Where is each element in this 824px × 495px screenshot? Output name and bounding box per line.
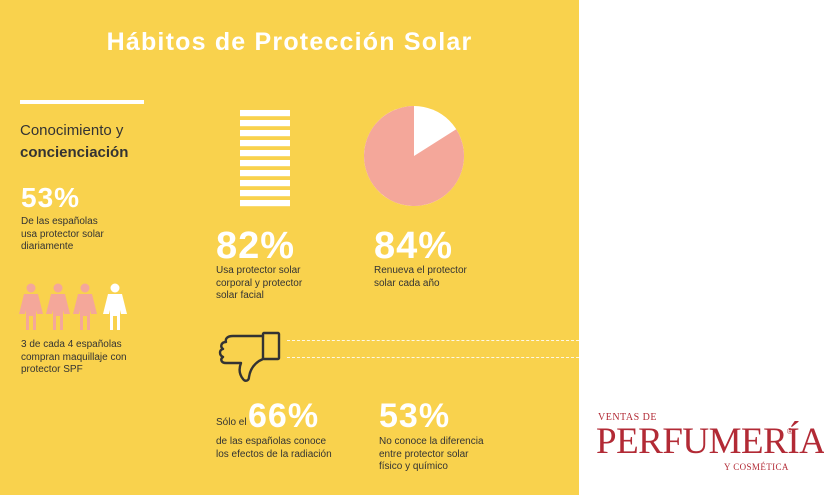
body-face-text: Usa protector solar corporal y protector… (216, 265, 302, 303)
woman-icon (19, 283, 43, 330)
renew-line2: solar cada año (374, 277, 440, 289)
infographic-panel (0, 0, 579, 495)
bar-segment (240, 120, 290, 127)
brand-logo: VENTAS DE PERFUMERÍA ® Y COSMÉTICA (596, 412, 824, 480)
section-heading: Conocimiento y concienciación (20, 120, 128, 164)
bar-segment (240, 150, 290, 157)
bar-segment (240, 110, 290, 117)
renew-value: 84% (374, 225, 454, 267)
logo-top: VENTAS DE (598, 412, 657, 423)
radiation-prefix: Sólo el (216, 417, 247, 428)
renew-line1: Renueva el protector (374, 265, 467, 276)
bar-segment (240, 160, 290, 167)
daily-line1: De las españolas (21, 216, 98, 227)
woman-icon (46, 283, 70, 330)
bar-segment (240, 180, 290, 187)
heading-line1: Conocimiento y (20, 122, 124, 139)
logo-sub: Y COSMÉTICA (724, 462, 789, 472)
radiation-line2: los efectos de la radiación (216, 448, 332, 460)
bar-segment (240, 200, 290, 207)
difference-value: 53% (379, 397, 451, 435)
dashed-line (287, 357, 579, 358)
daily-line2: usa protector solar (21, 228, 104, 240)
page-title: Hábitos de Protección Solar (106, 28, 473, 56)
heading-line2: concienciación (20, 144, 129, 161)
daily-line3: diariamente (21, 241, 74, 252)
women-icons (19, 283, 127, 330)
difference-text: No conoce la diferencia entre protector … (379, 436, 484, 474)
renew-text: Renueva el protector solar cada año (374, 265, 467, 290)
daily-value: 53% (21, 182, 81, 213)
logo-registered: ® (787, 427, 793, 436)
dashed-line (287, 340, 579, 341)
bar-segment (240, 190, 290, 197)
pie-chart-icon (364, 106, 465, 206)
bars-group (240, 110, 290, 207)
body-face-line1: Usa protector solar (216, 265, 301, 276)
makeup-line3: protector SPF (21, 364, 83, 375)
makeup-line2: compran maquillaje con (21, 351, 127, 363)
body-face-line3: solar facial (216, 290, 264, 301)
body-face-line2: corporal y protector (216, 277, 303, 289)
woman-icon (73, 283, 97, 330)
pie-slice (364, 106, 465, 206)
thumbs-down-icon (218, 331, 281, 382)
woman-icon (103, 283, 127, 330)
divider (20, 100, 144, 104)
bar-segment (240, 140, 290, 147)
makeup-line1: 3 de cada 4 españolas (21, 339, 122, 350)
difference-line2: entre protector solar (379, 448, 469, 460)
difference-line1: No conoce la diferencia (379, 436, 484, 447)
bar-stack-icon (240, 110, 290, 207)
radiation-text: de las españolas conoce los efectos de l… (216, 436, 332, 461)
radiation-line1: de las españolas conoce (216, 436, 327, 447)
difference-line3: físico y químico (379, 461, 448, 472)
bar-segment (240, 170, 290, 177)
radiation-value: 66% (248, 397, 320, 435)
daily-text: De las españolas usa protector solar dia… (21, 216, 104, 254)
bar-segment (240, 130, 290, 137)
logo-main: PERFUMERÍA (596, 421, 824, 462)
makeup-text: 3 de cada 4 españolas compran maquillaje… (21, 339, 127, 377)
body-face-value: 82% (216, 225, 296, 267)
